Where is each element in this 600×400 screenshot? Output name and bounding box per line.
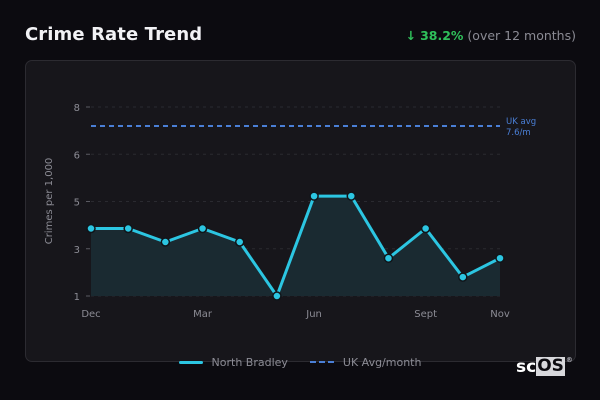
uk-avg-annotation-label: UK avg <box>506 117 536 127</box>
data-point <box>458 272 468 282</box>
registered-mark-icon: ® <box>565 356 573 364</box>
scos-logo: sc OS ® <box>516 356 573 377</box>
data-point <box>123 223 133 234</box>
page-title: Crime Rate Trend <box>25 24 203 45</box>
y-tick-label: 1 <box>74 292 80 303</box>
data-point <box>420 223 431 234</box>
x-axis-ticks: Dec Mar Jun Sept Nov <box>81 309 510 320</box>
x-tick-label: Mar <box>193 309 213 320</box>
data-point <box>272 291 282 301</box>
data-point <box>197 223 208 234</box>
change-period: (over 12 months) <box>467 28 576 43</box>
y-tick-label: 5 <box>74 198 80 209</box>
x-tick-label: Dec <box>81 309 100 320</box>
logo-suffix: OS <box>536 356 565 376</box>
legend-label: North Bradley <box>211 355 288 369</box>
dashed-line-swatch-icon <box>309 361 334 363</box>
change-percent: 38.2% <box>420 28 464 43</box>
y-tick-label: 3 <box>74 245 80 256</box>
data-point <box>309 191 319 201</box>
x-tick-label: Nov <box>490 309 510 320</box>
data-point <box>234 237 245 247</box>
legend-item-north-bradley[interactable]: North Bradley <box>178 355 288 369</box>
chart-card <box>25 60 576 362</box>
data-point <box>346 191 357 201</box>
y-tick-label: 6 <box>74 150 80 161</box>
x-tick-label: Jun <box>305 309 322 320</box>
y-axis-ticks: 1 3 5 6 8 <box>74 103 90 303</box>
solid-line-swatch-icon <box>178 360 203 364</box>
data-point <box>383 253 394 263</box>
data-point <box>495 253 505 263</box>
x-tick-label: Sept <box>414 309 437 320</box>
series-line-north-bradley <box>91 194 501 298</box>
data-point <box>160 237 171 247</box>
series-points <box>86 191 505 301</box>
logo-prefix: sc <box>516 357 537 377</box>
data-point <box>86 223 96 234</box>
down-arrow-icon: ↓ <box>405 28 417 43</box>
uk-avg-annotation-value: 7.6/m <box>506 128 531 138</box>
y-axis-label: Crimes per 1,000 <box>44 158 55 245</box>
legend-label: UK Avg/month <box>342 355 422 369</box>
trend-change: ↓ 38.2% (over 12 months) <box>406 28 576 43</box>
legend-item-uk-avg[interactable]: UK Avg/month <box>309 355 422 369</box>
chart-legend: North Bradley UK Avg/month <box>0 354 600 370</box>
y-tick-label: 8 <box>74 103 80 114</box>
